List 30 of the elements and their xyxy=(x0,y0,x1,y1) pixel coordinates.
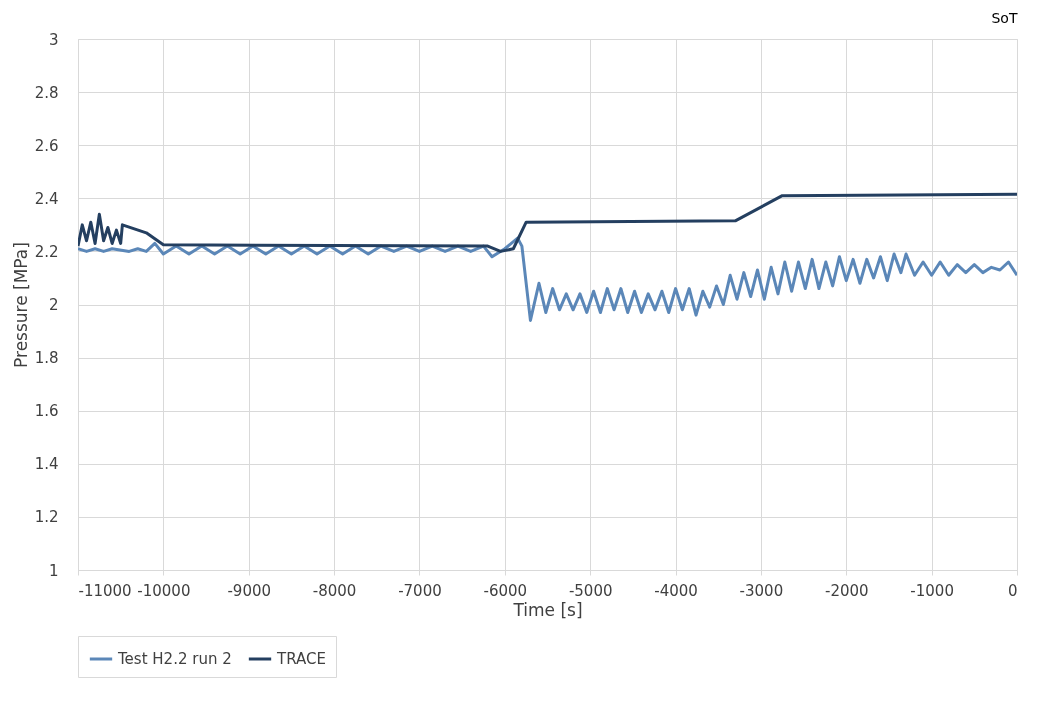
y-tick-label: 2.6 xyxy=(34,136,59,155)
x-tick-label: -5000 xyxy=(568,581,613,600)
x-tick-label: -3000 xyxy=(739,581,784,600)
y-tick-label: 2.8 xyxy=(34,83,59,102)
x-tick-label: 0 xyxy=(1007,581,1018,600)
x-tick-label: -10000 xyxy=(137,581,191,600)
x-tick-label: -9000 xyxy=(227,581,272,600)
y-axis-title: Pressure [MPa] xyxy=(10,242,31,368)
y-tick-label: 1.8 xyxy=(34,349,59,368)
line-series xyxy=(78,236,1017,322)
y-tick-label: 1 xyxy=(48,561,59,580)
legend-label: Test H2.2 run 2 xyxy=(117,650,232,668)
y-tick-label: 3 xyxy=(48,30,59,49)
y-tick-label: 2.2 xyxy=(34,242,59,261)
x-tick-label: -1000 xyxy=(910,581,954,600)
x-tick-label: -2000 xyxy=(824,581,869,600)
text: SoT xyxy=(991,10,1018,26)
y-tick-label: 2.4 xyxy=(34,189,59,208)
x-tick-label: -11000 xyxy=(78,581,132,600)
x-tick-label: -6000 xyxy=(483,581,528,600)
legend-label: TRACE xyxy=(276,650,326,668)
x-tick-label: -4000 xyxy=(654,581,698,600)
line-series xyxy=(78,192,1017,253)
x-tick-label: -8000 xyxy=(312,581,357,600)
x-tick-label: -7000 xyxy=(398,581,442,600)
y-tick-label: 2 xyxy=(48,296,59,314)
x-axis-title: Time [s] xyxy=(512,599,583,620)
y-tick-label: 1.2 xyxy=(34,508,59,527)
y-tick-label: 1.6 xyxy=(34,402,59,421)
y-tick-label: 1.4 xyxy=(34,455,59,474)
